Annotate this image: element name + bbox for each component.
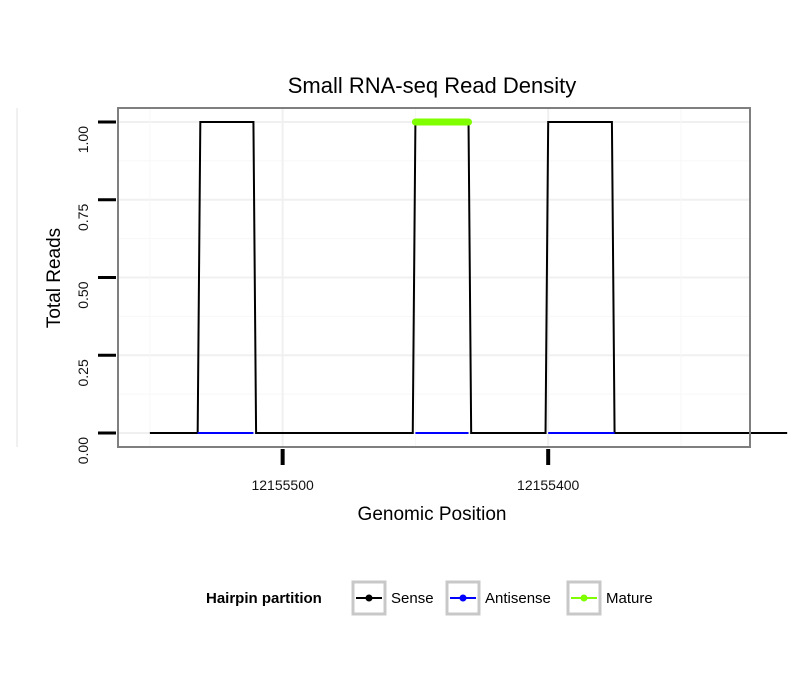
legend-title: Hairpin partition <box>206 590 322 607</box>
x-tick-label: 12155400 <box>517 477 580 493</box>
legend-label: Sense <box>391 590 434 607</box>
legend-key-point <box>365 594 373 602</box>
y-tick-label: 0.25 <box>75 359 91 386</box>
legend-item-mature: Mature <box>566 580 653 616</box>
y-axis-title: Total Reads <box>44 228 65 328</box>
plot-panel <box>16 107 788 448</box>
legend-label: Mature <box>606 590 653 607</box>
x-axis: 12155500 12155400 <box>251 449 580 493</box>
legend: Hairpin partition Sense Antisense Mature <box>206 580 653 616</box>
x-axis-title: Genomic Position <box>358 504 507 525</box>
legend-key-point <box>580 594 588 602</box>
x-tick-label: 12155500 <box>251 477 314 493</box>
chart-title: Small RNA-seq Read Density <box>288 73 577 98</box>
series-layer <box>149 118 788 435</box>
y-tick-label: 0.00 <box>75 437 91 464</box>
legend-item-antisense: Antisense <box>445 580 551 616</box>
plot-border <box>117 107 751 448</box>
y-tick-label: 1.00 <box>75 126 91 153</box>
y-tick-label: 0.75 <box>75 204 91 231</box>
legend-key-point <box>459 594 467 602</box>
y-axis: 0.00 0.25 0.50 0.75 1.00 <box>75 120 116 464</box>
legend-label: Antisense <box>485 590 551 607</box>
legend-item-sense: Sense <box>351 580 434 616</box>
y-tick-label: 0.50 <box>75 281 91 308</box>
